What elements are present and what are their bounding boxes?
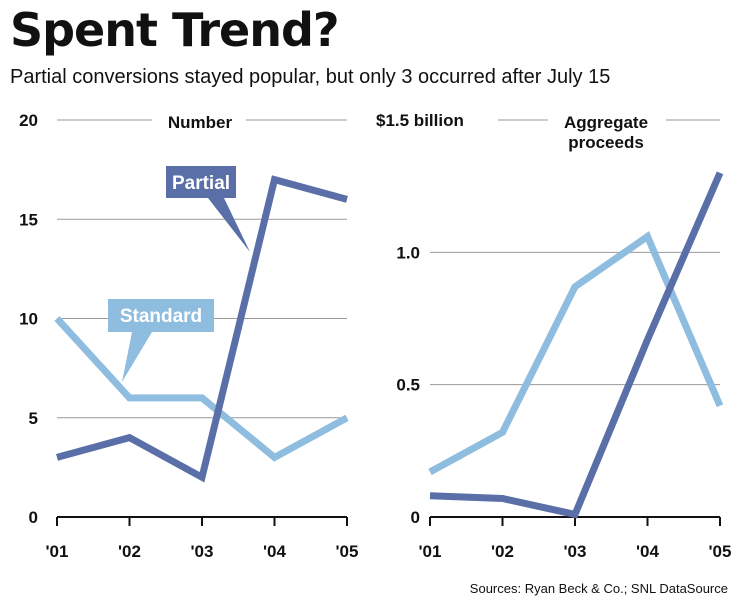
x-tick-label: '03 (564, 542, 587, 561)
x-tick-label: '05 (709, 542, 732, 561)
standard-callout-box (108, 299, 214, 382)
y-tick-label: 0.5 (396, 376, 420, 395)
y-tick-label: 0 (411, 508, 420, 527)
right-chart-header-line2: proceeds (568, 133, 644, 152)
right-gridlines (430, 119, 720, 386)
left-x-ticks: '01 '02 '03 '04 '05 (46, 516, 359, 561)
x-tick-label: '04 (263, 542, 286, 561)
x-tick-label: '03 (191, 542, 214, 561)
y-tick-label: 20 (19, 111, 38, 130)
left-chart-header: Number (168, 113, 233, 132)
source-note: Sources: Ryan Beck & Co.; SNL DataSource (469, 581, 728, 596)
x-tick-label: '01 (46, 542, 69, 561)
partial-series-label: Partial (172, 173, 230, 194)
series-line-standard (428, 231, 724, 476)
x-tick-label: '01 (419, 542, 442, 561)
left-series (54, 175, 349, 483)
series-line-standard (54, 316, 349, 462)
x-tick-label: '02 (491, 542, 514, 561)
right-chart-header-line1: Aggregate (564, 113, 648, 132)
right-x-ticks: '01 '02 '03 '04 '05 (419, 516, 732, 561)
standard-callout: Standard (108, 299, 214, 382)
partial-callout: Partial (166, 166, 250, 252)
y-tick-label: 5 (29, 409, 38, 428)
x-tick-label: '02 (118, 542, 141, 561)
partial-callout-box (166, 166, 250, 252)
left-y-ticks: 0 5 10 15 20 (19, 111, 38, 527)
y-tick-label: 10 (19, 310, 38, 329)
chart-aggregate-proceeds: 0 0.5 1.0 $1.5 billion '01 '02 '03 '04 '05 Aggr… (376, 111, 731, 561)
chart-subtitle: Partial conversions stayed popular, but … (10, 66, 611, 88)
chart-title: Spent Trend? (10, 3, 340, 57)
y-tick-label: $1.5 billion (376, 111, 464, 130)
standard-series-label: Standard (120, 306, 202, 327)
x-tick-label: '04 (636, 542, 659, 561)
series-line-partial (56, 175, 348, 483)
right-series (428, 171, 724, 519)
y-tick-label: 1.0 (396, 243, 420, 262)
left-gridlines (57, 119, 347, 419)
y-tick-label: 15 (19, 210, 38, 229)
series-line-partial (429, 171, 724, 519)
y-tick-label: 0 (29, 508, 38, 527)
x-tick-label: '05 (336, 542, 359, 561)
right-y-ticks: 0 0.5 1.0 $1.5 billion (376, 111, 464, 527)
